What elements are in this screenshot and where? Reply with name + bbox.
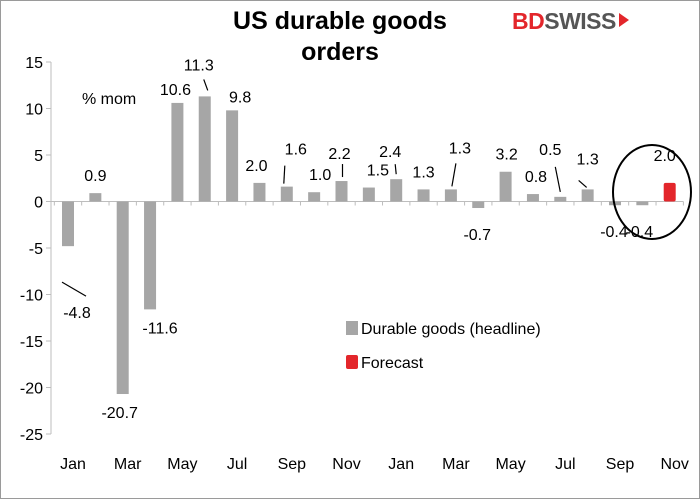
- legend-label: Forecast: [361, 355, 424, 372]
- headline-bar: [581, 189, 594, 202]
- x-tick-label: May: [167, 456, 197, 473]
- headline-bar: [444, 189, 457, 202]
- data-label: 0.5: [539, 142, 561, 159]
- data-label: 9.8: [229, 89, 251, 106]
- brand-logo-part1: BD: [512, 8, 545, 34]
- leader-line: [283, 165, 286, 184]
- brand-logo-part2: SWISS: [544, 8, 616, 34]
- y-tick-label: -10: [20, 288, 43, 305]
- headline-bar: [526, 194, 539, 202]
- data-label: 1.0: [309, 167, 331, 184]
- x-tick-label: Jan: [60, 456, 86, 473]
- chart-bars: [62, 96, 676, 395]
- x-tick-label: Jul: [555, 456, 575, 473]
- data-labels: -4.8 0.9 -20.7 -11.6 10.6 11.3 9.8 2.0 1.61.0 2.2…: [63, 57, 676, 422]
- headline-bar: [144, 201, 157, 310]
- brand-logo: BDSWISS: [512, 8, 629, 35]
- leader-line: [554, 166, 561, 192]
- chart-title-line1: US durable goods: [233, 7, 447, 35]
- data-label: 11.3: [184, 57, 214, 74]
- data-label: -11.6: [142, 320, 177, 337]
- data-label: 3.2: [495, 147, 517, 164]
- headline-bar: [198, 96, 211, 202]
- legend-swatch: [346, 355, 358, 369]
- y-tick-label: -25: [20, 427, 43, 444]
- headline-bar: [62, 201, 74, 247]
- headline-bar: [554, 196, 567, 202]
- data-label: -20.7: [101, 405, 138, 422]
- forecast-highlight-circle: [612, 144, 692, 240]
- leader-line: [394, 164, 397, 175]
- x-tick-label: Nov: [660, 456, 688, 473]
- data-label: 0.8: [525, 169, 547, 186]
- forecast-bar: [663, 182, 676, 202]
- x-tick-label: Nov: [332, 456, 360, 473]
- headline-bar: [390, 179, 403, 202]
- data-label: 0.9: [84, 168, 106, 185]
- x-tick-label: Jul: [227, 456, 247, 473]
- y-tick-label: -15: [20, 334, 43, 351]
- headline-bar: [89, 193, 102, 202]
- x-tick-label: Sep: [606, 456, 635, 473]
- headline-bar: [499, 171, 512, 202]
- data-label: 1.3: [412, 164, 434, 181]
- unit-label: % mom: [82, 91, 136, 108]
- y-tick-label: 5: [34, 148, 43, 165]
- data-label: -0.4: [600, 224, 628, 241]
- x-tick-label: Mar: [114, 456, 142, 473]
- headline-bar: [417, 189, 430, 202]
- legend-swatch: [346, 321, 358, 335]
- y-tick-label: -5: [29, 241, 43, 258]
- chart-legend: Durable goods (headline) Forecast: [346, 321, 541, 372]
- data-label: 2.2: [328, 146, 350, 163]
- brand-arrow-icon: [618, 13, 629, 27]
- y-tick-label: -20: [20, 381, 43, 398]
- y-tick-label: 0: [34, 195, 43, 212]
- x-tick-label: May: [495, 456, 525, 473]
- x-tick-label: Jan: [388, 456, 414, 473]
- data-label: -0.7: [463, 227, 491, 244]
- data-label: -0.4: [626, 224, 654, 241]
- data-label: 1.6: [285, 142, 307, 159]
- x-tick-label: Mar: [442, 456, 470, 473]
- y-tick-label: 10: [25, 102, 43, 119]
- chart-axes: 15 10 5 0 -5 -10 -15 -20 -25 Jan Mar May Jul Sep Nov Ja…: [20, 55, 689, 473]
- data-label: 1.5: [367, 163, 389, 180]
- x-tick-label: Sep: [278, 456, 307, 473]
- headline-bar: [335, 181, 348, 202]
- data-label: 1.3: [449, 140, 471, 157]
- label-leader-lines: [61, 79, 588, 297]
- headline-bar: [472, 201, 485, 209]
- leader-line: [578, 179, 588, 188]
- data-label: 2.0: [245, 158, 267, 175]
- headline-bar: [116, 201, 129, 395]
- chart-title-line2: orders: [301, 38, 379, 66]
- leader-line: [203, 79, 209, 91]
- headline-bar: [362, 187, 375, 202]
- legend-label: Durable goods (headline): [361, 321, 541, 338]
- headline-bar: [171, 102, 184, 202]
- headline-bar: [636, 201, 649, 206]
- data-label: 2.4: [379, 144, 401, 161]
- headline-bar: [308, 192, 321, 202]
- data-label: 2.0: [654, 148, 676, 165]
- leader-line: [451, 163, 457, 187]
- headline-bar: [226, 110, 239, 202]
- data-label: -4.8: [63, 305, 91, 322]
- data-label: 10.6: [160, 82, 191, 99]
- y-tick-label: 15: [25, 55, 43, 72]
- leader-line: [61, 281, 87, 297]
- chart-title: US durable goods orders: [190, 6, 490, 68]
- headline-bar: [253, 182, 266, 202]
- headline-bar: [280, 186, 293, 202]
- data-label: 1.3: [577, 151, 599, 168]
